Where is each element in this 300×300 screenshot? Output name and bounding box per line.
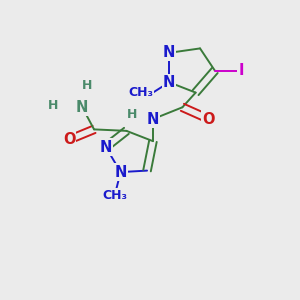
Text: N: N bbox=[163, 45, 175, 60]
Text: N: N bbox=[76, 100, 88, 115]
Text: H: H bbox=[82, 79, 92, 92]
Text: I: I bbox=[238, 63, 244, 78]
Text: O: O bbox=[63, 132, 75, 147]
Text: CH₃: CH₃ bbox=[128, 86, 153, 99]
Text: N: N bbox=[163, 75, 175, 90]
Text: CH₃: CH₃ bbox=[102, 189, 127, 202]
Text: N: N bbox=[100, 140, 112, 154]
Text: N: N bbox=[114, 165, 127, 180]
Text: O: O bbox=[202, 112, 215, 127]
Text: N: N bbox=[147, 112, 159, 127]
Text: H: H bbox=[48, 99, 58, 112]
Text: H: H bbox=[127, 108, 137, 121]
Text: H: H bbox=[127, 108, 137, 121]
